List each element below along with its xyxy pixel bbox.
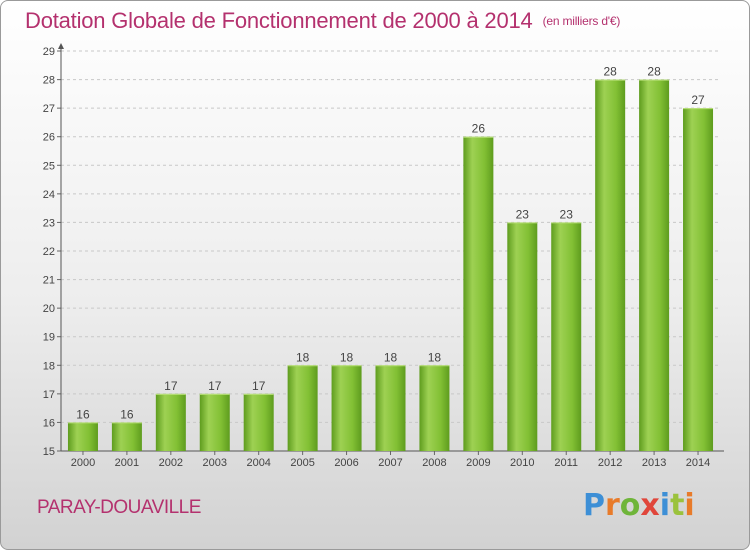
- x-tick-label-2006: 2006: [334, 457, 358, 469]
- data-label-2006: 18: [340, 350, 354, 364]
- data-label-2008: 18: [428, 350, 442, 364]
- x-tick-label-2010: 2010: [510, 457, 534, 469]
- bar-2000: [67, 422, 98, 451]
- y-axis-arrow: [58, 43, 64, 49]
- x-tick-label-2014: 2014: [686, 457, 710, 469]
- y-tick-label: 16: [43, 417, 55, 429]
- logo-letter: P: [583, 488, 605, 523]
- data-label-2003: 17: [208, 379, 222, 393]
- y-tick-label: 17: [43, 389, 55, 401]
- y-tick-label: 25: [43, 160, 55, 172]
- data-label-2013: 28: [647, 65, 661, 79]
- data-label-2001: 16: [120, 407, 134, 421]
- city-name: PARAY-DOUAVILLE: [37, 497, 201, 518]
- y-tick-label: 19: [43, 332, 55, 344]
- x-tick-label-2012: 2012: [598, 457, 622, 469]
- data-label-2002: 17: [164, 379, 178, 393]
- data-labels: 16 16 17 17 17 18 18 18 18 26 23 23 28 28 27: [76, 65, 705, 422]
- bar-2002: [155, 393, 186, 451]
- y-tick-label: 23: [43, 217, 55, 229]
- logo-letter: r: [605, 488, 620, 523]
- x-tick-label-2000: 2000: [71, 457, 95, 469]
- bar-2012: [595, 79, 626, 452]
- proxiti-logo: Proxiti: [583, 488, 695, 523]
- bar-2014: [683, 108, 714, 452]
- x-tick-label-2003: 2003: [203, 457, 227, 469]
- y-tick-label: 26: [43, 132, 55, 144]
- bar-2010: [507, 222, 538, 451]
- unit-label: (en milliers d'€): [542, 14, 621, 28]
- data-label-2005: 18: [296, 350, 310, 364]
- x-tick-labels: 2000 2001 2002 2003 2004 2005 2006 2007 2008 2009…: [71, 457, 711, 469]
- bar-2007: [375, 365, 406, 451]
- logo-letter: t: [670, 488, 685, 523]
- bar-2004: [243, 393, 274, 451]
- x-tick-label-2009: 2009: [466, 457, 490, 469]
- x-tick-label-2008: 2008: [422, 457, 446, 469]
- data-label-2011: 23: [560, 207, 574, 221]
- logo-letter: o: [619, 488, 641, 523]
- data-label-2000: 16: [76, 407, 90, 421]
- logo-letter: i: [659, 488, 671, 523]
- logo-letter: i: [684, 488, 695, 523]
- y-tick-label: 20: [43, 303, 55, 315]
- bar-2013: [639, 79, 670, 452]
- bar-2011: [551, 222, 582, 451]
- bar-2003: [199, 393, 230, 451]
- chart-title: Dotation Globale de Fonctionnement de 20…: [25, 8, 620, 34]
- y-tick-label: 15: [43, 446, 55, 458]
- y-tick-label: 29: [43, 46, 55, 58]
- x-tick-label-2001: 2001: [115, 457, 139, 469]
- y-tick-label: 22: [43, 246, 55, 258]
- bar-2005: [287, 365, 318, 451]
- y-tick-label: 18: [43, 360, 55, 372]
- x-tick-label-2002: 2002: [159, 457, 183, 469]
- bar-2009: [463, 136, 494, 451]
- data-label-2007: 18: [384, 350, 398, 364]
- data-label-2009: 26: [472, 122, 486, 136]
- data-label-2014: 27: [691, 93, 705, 107]
- y-tick-label: 24: [43, 189, 55, 201]
- bar-2001: [111, 422, 142, 451]
- x-tick-label-2013: 2013: [642, 457, 666, 469]
- bars: [67, 79, 714, 452]
- y-tick-label: 28: [43, 75, 55, 87]
- data-label-2010: 23: [516, 207, 530, 221]
- y-tick-label: 27: [43, 103, 55, 115]
- y-tick-labels: 15 16 17 18 19 20 21 22 23 24 25 26 27 28 29: [43, 46, 55, 458]
- x-tick-label-2011: 2011: [554, 457, 578, 469]
- title-text: Dotation Globale de Fonctionnement de 20…: [25, 8, 533, 33]
- bar-2006: [331, 365, 362, 451]
- y-tick-label: 21: [43, 275, 55, 287]
- data-label-2012: 28: [603, 65, 617, 79]
- x-tick-label-2005: 2005: [290, 457, 314, 469]
- bar-2008: [419, 365, 450, 451]
- x-tick-label-2007: 2007: [378, 457, 402, 469]
- logo-letter: x: [640, 488, 660, 523]
- x-tick-label-2004: 2004: [246, 457, 270, 469]
- data-label-2004: 17: [252, 379, 266, 393]
